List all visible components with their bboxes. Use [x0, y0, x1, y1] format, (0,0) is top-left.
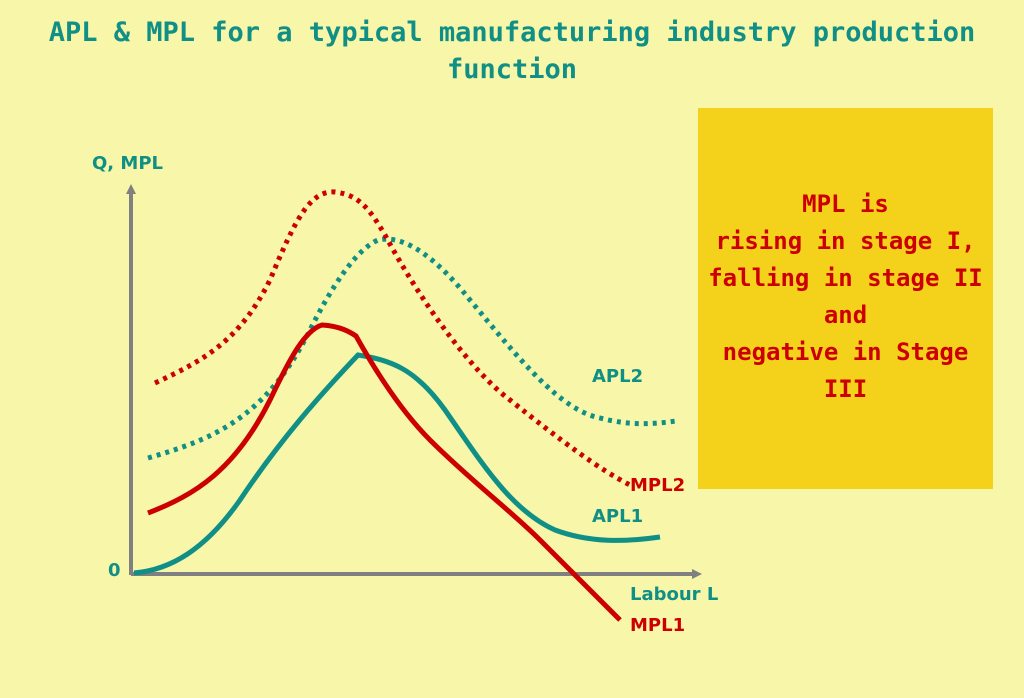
mpl1-curve	[147, 322, 622, 622]
note-line-5: negative in Stage	[722, 338, 969, 366]
title-line-1: APL & MPL for a typical manufacturing in…	[48, 17, 976, 48]
note-line-2: rising in stage I,	[715, 227, 976, 255]
mpl2-curve	[153, 189, 632, 488]
y-axis-label: Q, MPL	[92, 153, 163, 174]
note-line-4: and	[823, 301, 868, 329]
note-line-6: III	[823, 375, 868, 403]
note-line-3: falling in stage II	[708, 264, 983, 292]
mpl1-label: MPL1	[630, 615, 685, 636]
diagram-title: APL & MPL for a typical manufacturing in…	[40, 14, 984, 88]
x-axis-label: Labour L	[630, 584, 718, 605]
title-line-2: function	[446, 54, 578, 85]
apl1-curve	[133, 352, 661, 576]
stages-note-box: MPL is rising in stage I, falling in sta…	[698, 108, 993, 489]
stages-note-text: MPL is rising in stage I, falling in sta…	[698, 186, 993, 408]
mpl2-label: MPL2	[630, 475, 685, 496]
origin-label: 0	[108, 560, 121, 581]
note-line-1: MPL is	[802, 190, 889, 218]
apl2-curve	[147, 236, 677, 461]
apl1-label: APL1	[592, 506, 643, 527]
apl2-label: APL2	[592, 366, 643, 387]
